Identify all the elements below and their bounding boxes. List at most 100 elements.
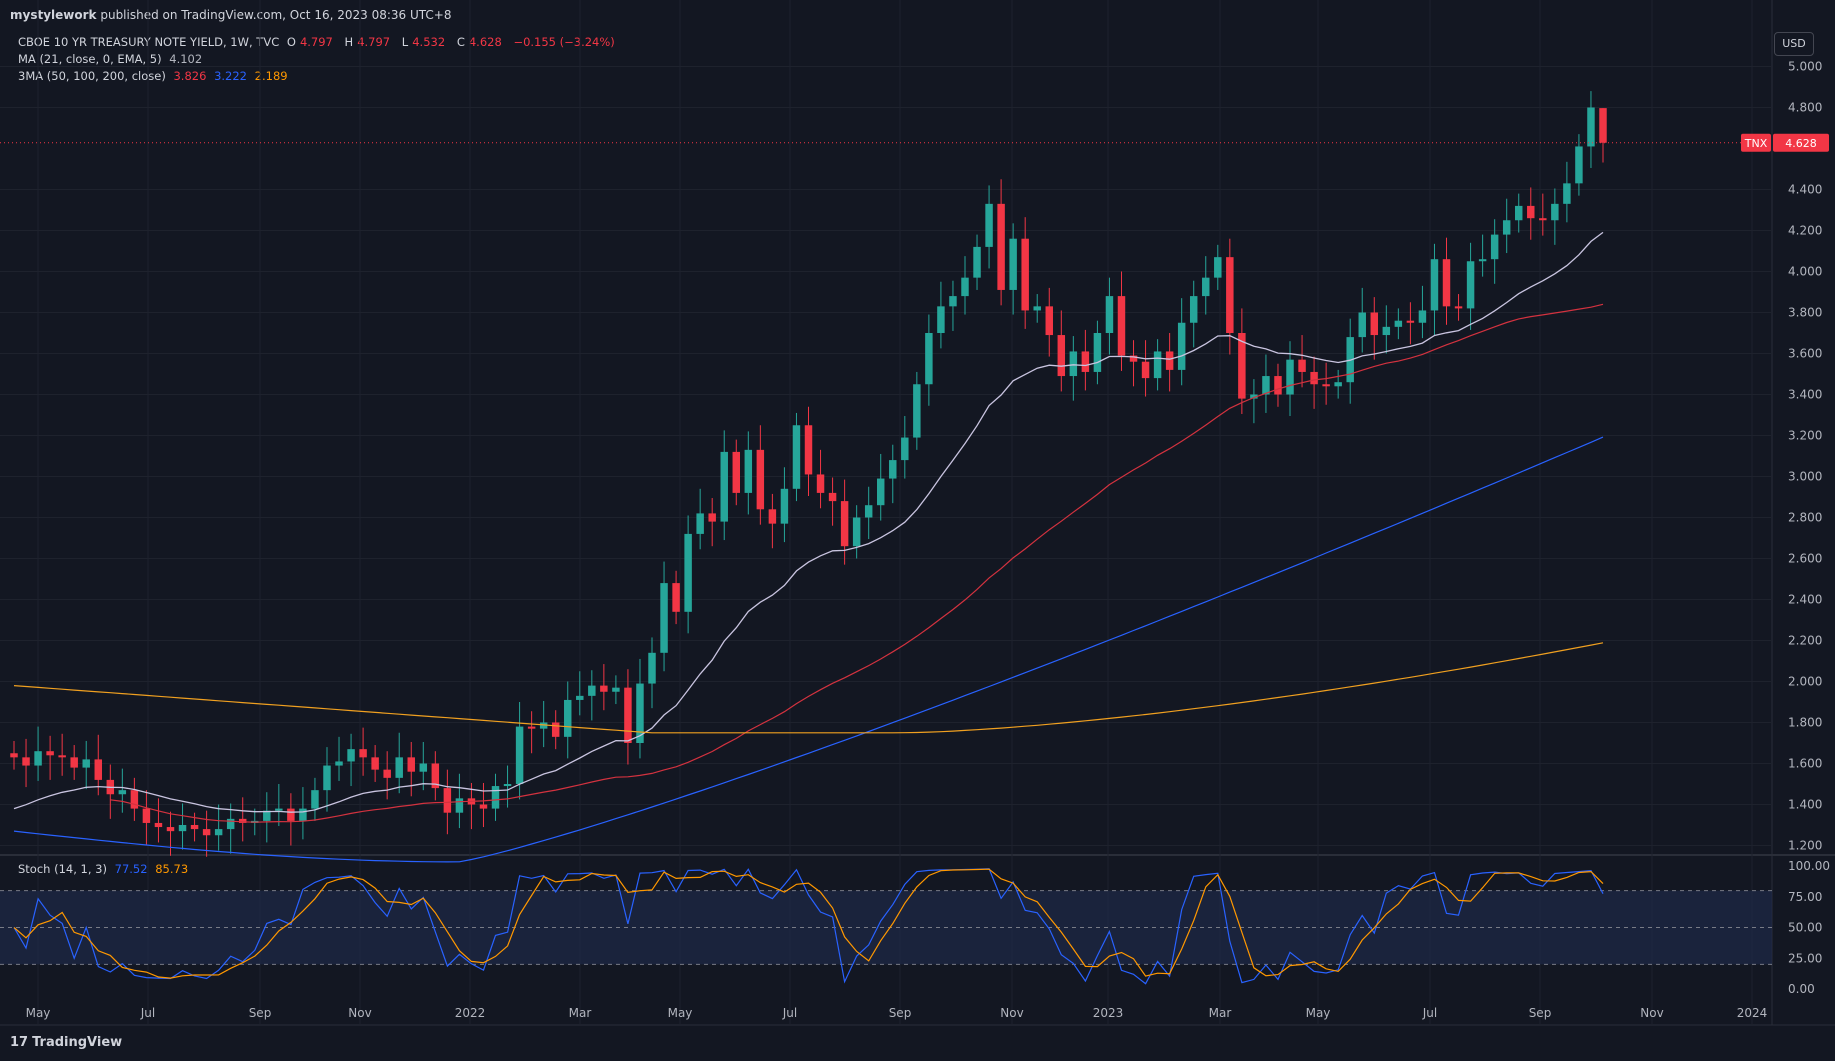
close-label: C [456, 35, 465, 49]
candle-body [287, 808, 295, 821]
candle-body [1129, 355, 1138, 362]
candle-body [383, 769, 391, 778]
candle-body [1021, 238, 1029, 311]
candle-body [82, 759, 90, 768]
candle-body [672, 583, 680, 612]
price-badge [1773, 133, 1829, 152]
y-tick-label: 2.000 [1788, 675, 1822, 689]
candle-body [864, 505, 873, 518]
candle-body [1454, 306, 1463, 309]
candle-body [840, 501, 849, 547]
currency-button[interactable]: USD [1774, 32, 1814, 56]
candle-body [1382, 326, 1391, 336]
candle-body [335, 761, 343, 766]
candle-body [1177, 322, 1186, 370]
publisher-name[interactable]: mystylework [10, 8, 97, 22]
candle-body [226, 818, 235, 830]
x-tick-label: Mar [569, 1006, 592, 1020]
stoch-label[interactable]: Stoch (14, 1, 3) [18, 862, 107, 876]
candle-body [1214, 257, 1222, 278]
ma3-label[interactable]: 3MA (50, 100, 200, close) [18, 69, 166, 83]
candle-body [1358, 312, 1366, 338]
candle-body [263, 810, 271, 821]
ma200-line [13, 642, 1604, 734]
high-label: H [344, 35, 354, 49]
symbol-badge [1741, 133, 1771, 152]
candle-body [1117, 296, 1126, 356]
candle-body [732, 451, 741, 493]
candle-body [1587, 107, 1595, 147]
stoch-y-label: 50.00 [1788, 921, 1822, 935]
x-tick-label: Nov [1000, 1006, 1023, 1020]
y-tick-label: 3.200 [1788, 429, 1822, 443]
x-tick-label: May [1306, 1006, 1331, 1020]
change-value: −0.155 (−3.24%) [513, 35, 615, 49]
candle-body [564, 699, 572, 737]
tradingview-logo[interactable]: 17 TradingView [10, 1035, 122, 1050]
stoch-d-line [13, 868, 1604, 979]
x-tick-label: Sep [1529, 1006, 1552, 1020]
y-tick-label: 4.800 [1788, 101, 1822, 115]
ema-value: 4.102 [169, 52, 203, 66]
ma3-legend[interactable]: 3MA (50, 100, 200, close) 3.826 3.222 2.… [18, 69, 292, 83]
candle-body [852, 517, 861, 547]
candle-body [1322, 384, 1330, 387]
ema21-line [13, 231, 1604, 813]
candle-body [588, 685, 596, 696]
publish-header: mystylework published on TradingView.com… [10, 8, 451, 22]
candle-body [925, 333, 933, 385]
candle-body [46, 751, 54, 756]
candle-body [1551, 203, 1559, 221]
stoch-d-value: 85.73 [155, 862, 189, 876]
candle-body [1418, 310, 1427, 323]
candle-body [299, 808, 307, 821]
candle-body [94, 759, 102, 780]
candle-body [1250, 394, 1258, 399]
stoch-band [0, 890, 1772, 965]
candle-body [70, 757, 78, 768]
candle-body [828, 492, 837, 502]
candle-body [323, 765, 331, 791]
ma100-line [13, 436, 1604, 863]
candle-body [1165, 351, 1174, 370]
candle-body [1563, 183, 1571, 204]
stoch-legend[interactable]: Stoch (14, 1, 3) 77.52 85.73 [18, 862, 192, 876]
candle-body [467, 798, 476, 805]
candle-body [1141, 361, 1150, 379]
ema-label[interactable]: MA (21, close, 0, EMA, 5) [18, 52, 162, 66]
candle-body [515, 726, 524, 784]
candle-body [34, 751, 42, 766]
candle-body [166, 827, 175, 832]
candle-body [202, 829, 211, 836]
candle-body [684, 533, 692, 612]
candle-body [419, 763, 428, 772]
x-tick-label: Nov [1640, 1006, 1663, 1020]
candle-body [985, 203, 993, 247]
candle-body [1189, 296, 1198, 323]
candle-body [876, 478, 885, 506]
candle-body [503, 784, 512, 787]
stoch-y-label: 25.00 [1788, 951, 1822, 965]
stoch-k-line [13, 868, 1604, 985]
ema-legend[interactable]: MA (21, close, 0, EMA, 5) 4.102 [18, 52, 206, 66]
candle-body [214, 829, 223, 836]
candle-body [359, 749, 367, 758]
symbol-title[interactable]: CBOE 10 YR TREASURY NOTE YIELD, 1W, TVC [18, 35, 280, 49]
ma50-value: 3.826 [173, 69, 207, 83]
candle-body [708, 513, 716, 522]
candle-body [804, 425, 813, 475]
y-tick-label: 2.800 [1788, 511, 1822, 525]
candle-body [118, 790, 127, 795]
candle-body [949, 296, 957, 307]
candle-body [106, 779, 115, 795]
x-tick-label: Sep [249, 1006, 272, 1020]
symbol-legend[interactable]: CBOE 10 YR TREASURY NOTE YIELD, 1W, TVC … [18, 35, 619, 49]
candle-body [154, 822, 163, 828]
y-tick-label: 3.000 [1788, 470, 1822, 484]
y-tick-label: 1.400 [1788, 798, 1822, 812]
candle-body [190, 825, 199, 830]
high-number: 4.797 [357, 35, 391, 49]
y-tick-label: 2.200 [1788, 634, 1822, 648]
candle-body [1009, 238, 1017, 290]
